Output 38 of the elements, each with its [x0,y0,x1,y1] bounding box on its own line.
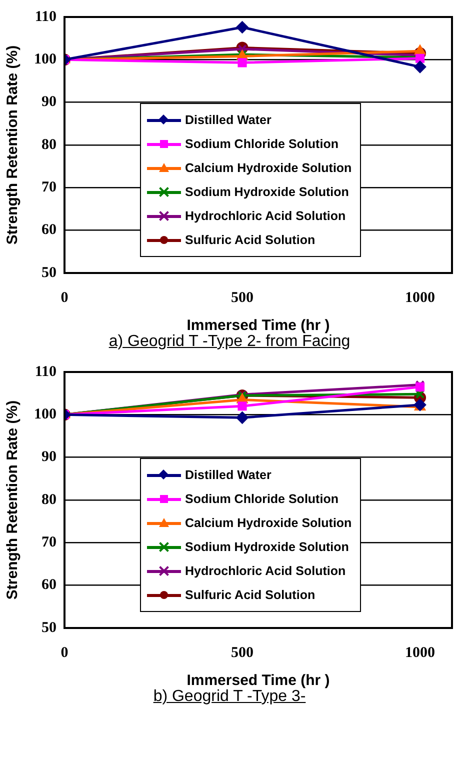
y-tick-label: 60 [42,577,56,594]
y-tick-label: 50 [42,620,56,636]
y-tick-label: 110 [34,364,56,380]
x-tick-label: 500 [231,644,254,661]
y-tick-label: 110 [34,8,56,25]
legend-label: Distilled Water [185,113,272,127]
x-tick-label: 1000 [405,290,436,306]
y-tick-label: 100 [34,406,56,423]
legend-label: Calcium Hydroxide Solution [185,516,352,530]
y-tick-label: 100 [34,52,56,68]
legend-label: Sulfuric Acid Solution [185,588,316,602]
legend-label: Sodium Hydroxide Solution [185,540,349,554]
legend-label: Calcium Hydroxide Solution [185,161,352,175]
x-tick-label: 1000 [405,644,436,661]
x-axis-title: Immersed Time (hr ) [186,672,330,690]
legend-label: Sodium Hydroxide Solution [185,185,349,199]
x-axis-title: Immersed Time (hr ) [186,317,330,334]
y-tick-label: 50 [42,264,56,281]
text: b) Geogrid T -Type 3- [152,688,306,706]
y-axis-title: Strength Retention Rate (%) [4,45,22,245]
legend-label: Distilled Water [185,468,272,482]
y-tick-label: 60 [42,222,56,238]
y-tick-label: 80 [42,136,56,153]
y-tick-label: 70 [42,180,56,196]
text: a) Geogrid T -Type 2- from Facing [108,333,352,351]
legend-label: Sulfuric Acid Solution [185,233,316,247]
legend-label: Hydrochloric Acid Solution [185,564,346,578]
y-tick-label: 90 [42,449,56,466]
legend-label: Sodium Chloride Solution [185,492,338,506]
y-tick-label: 90 [42,94,56,110]
legend-label: Sodium Chloride Solution [185,137,338,151]
y-tick-label: 80 [42,492,56,508]
legend-label: Hydrochloric Acid Solution [185,209,346,223]
x-tick-label: 500 [231,290,254,306]
y-tick-label: 70 [42,534,56,551]
y-axis-title: Strength Retention Rate (%) [4,400,22,600]
x-tick-label: 0 [60,290,68,306]
x-tick-label: 0 [60,644,68,661]
